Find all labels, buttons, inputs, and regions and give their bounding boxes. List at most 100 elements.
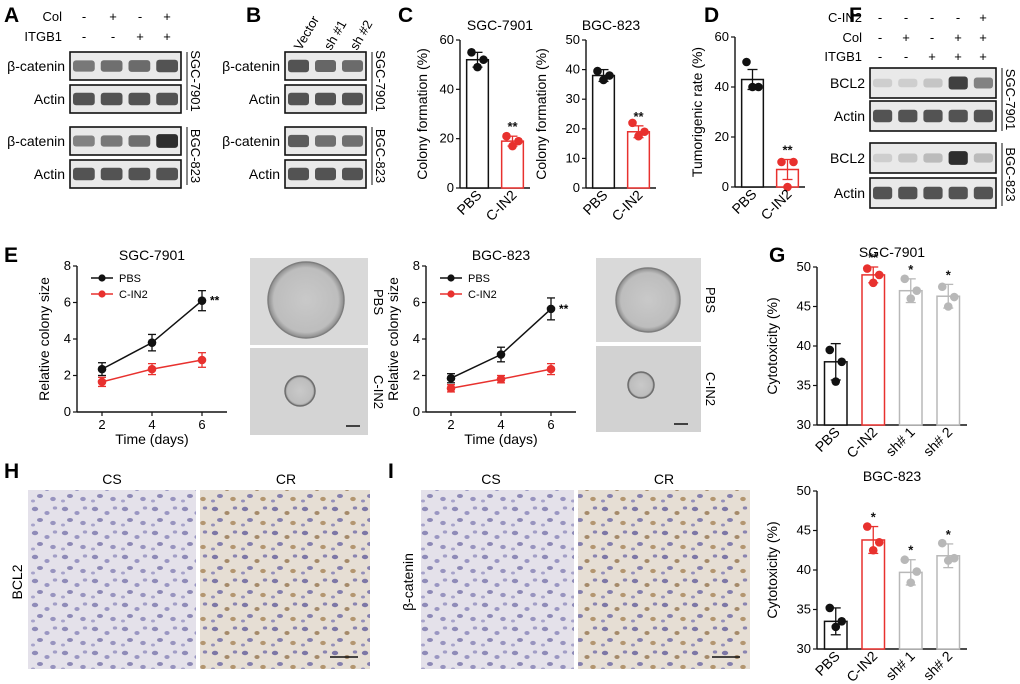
cell-line-label: BGC-823	[373, 129, 388, 183]
blot-band	[923, 78, 943, 88]
blot-band	[873, 186, 893, 200]
y-tick-label: 10	[566, 150, 580, 165]
y-axis-label: Tumorigenic rate (%)	[689, 47, 705, 177]
significance-mark: **	[868, 250, 879, 265]
cell-line-label: BGC-823	[1003, 147, 1018, 201]
y-tick-label: 2	[64, 368, 71, 383]
treatment-mark: +	[979, 30, 987, 45]
treatment-mark: +	[163, 9, 171, 24]
treatment-mark: -	[82, 9, 86, 24]
ihc-column-label: CS	[102, 471, 121, 487]
data-point	[473, 62, 482, 72]
y-tick-label: 60	[440, 32, 454, 47]
significance-mark: *	[871, 510, 877, 525]
blot-band	[156, 167, 178, 181]
data-point	[496, 374, 506, 384]
blot-band	[342, 92, 363, 106]
blot-band	[73, 135, 95, 147]
ihc-row-label: BCL2	[9, 564, 25, 599]
blot-band	[923, 186, 943, 200]
treatment-mark: -	[111, 29, 115, 44]
panel-b-lane-label: sh #1	[321, 17, 350, 52]
y-axis-label: Cytotoxicity (%)	[764, 521, 780, 618]
x-tick-label: C-IN2	[843, 648, 880, 684]
cell-line-label: SGC-7901	[1003, 69, 1018, 130]
x-tick-label: C-IN2	[843, 424, 880, 461]
chart-g-bgc823: 30 35 40 45 50 Cytotoxicity (%) BGC-823 PBS * C-I…	[764, 468, 967, 684]
blot-band	[100, 135, 123, 147]
data-point	[789, 157, 798, 167]
ihc-image-cr	[578, 490, 750, 669]
blot-band	[73, 92, 95, 106]
data-point	[599, 75, 608, 85]
blot-band	[898, 186, 918, 200]
bar	[591, 74, 616, 189]
treatment-mark: -	[878, 49, 882, 64]
panel-i-ihc: CS CR β-catenin	[400, 471, 750, 669]
data-point	[868, 545, 878, 555]
y-tick-label: 0	[64, 404, 71, 419]
micrograph-label: PBS	[703, 287, 718, 313]
treatment-mark: +	[136, 29, 144, 44]
significance-mark: *	[908, 262, 914, 277]
y-tick-label: 40	[715, 79, 729, 94]
cell-line-label: BGC-823	[188, 129, 203, 183]
data-point	[748, 82, 757, 92]
ihc-column-label: CR	[654, 471, 674, 487]
significance-mark: **	[507, 119, 518, 134]
y-tick-label: 35	[797, 602, 811, 617]
data-point	[446, 373, 456, 383]
y-axis-label: Cytotoxicity (%)	[764, 297, 780, 394]
blot-protein-label: Actin	[34, 166, 65, 182]
data-point	[593, 66, 602, 76]
chart-c-bgc823: 0 10 20 30 40 50 Colony formation (%) BGC-823 PB…	[533, 17, 656, 224]
treatment-mark: +	[954, 30, 962, 45]
significance-mark: **	[210, 294, 220, 308]
y-tick-label: 20	[566, 121, 580, 136]
blot-protein-label: BCL2	[830, 150, 865, 166]
data-point	[825, 603, 835, 613]
micrograph-label: PBS	[371, 289, 386, 315]
y-tick-label: 0	[573, 180, 580, 195]
y-tick-label: 20	[440, 131, 454, 146]
treatment-mark: +	[163, 29, 171, 44]
y-tick-label: 50	[797, 259, 811, 274]
data-point	[742, 57, 751, 67]
panel-a-row-label: ITGB1	[24, 29, 62, 44]
blot-band	[156, 92, 178, 106]
panel-b-lane-label: Vector	[291, 13, 323, 53]
blot-protein-label: β-catenin	[7, 58, 65, 74]
micrograph-label: C-IN2	[703, 372, 718, 406]
data-point	[837, 357, 847, 367]
blot-band	[288, 134, 309, 148]
data-point	[862, 264, 872, 273]
panel-letter-g: G	[769, 244, 785, 267]
data-point	[825, 345, 835, 355]
x-tick-label: PBS	[453, 187, 484, 218]
treatment-mark: -	[82, 29, 86, 44]
data-point	[197, 355, 207, 365]
blot-band	[342, 135, 363, 147]
blot-band	[873, 153, 893, 163]
data-point	[514, 136, 523, 146]
x-tick-label: sh# 1	[882, 648, 918, 684]
data-point	[97, 364, 107, 374]
blot-band	[128, 167, 151, 181]
data-point	[628, 118, 637, 128]
legend-marker	[447, 274, 455, 282]
panel-a-western-blot: Col ITGB1 - + - + - - + + β-catenin SGC-7901 Acti…	[7, 9, 203, 189]
data-point	[446, 383, 456, 393]
data-point	[754, 82, 763, 92]
bar	[740, 78, 765, 188]
legend-marker	[98, 274, 106, 282]
blot-band	[156, 59, 178, 73]
y-tick-label: 40	[440, 81, 454, 96]
y-axis-label: Relative colony size	[385, 277, 401, 401]
x-tick-label: PBS	[812, 424, 843, 455]
y-tick-label: 8	[413, 258, 420, 273]
blot-band	[342, 60, 363, 72]
data-point	[831, 622, 841, 632]
chart-e-bgc823: 0 2 4 6 8 2 4 6 Time (days) Relative colony size B…	[385, 247, 576, 447]
chart-title: SGC-7901	[467, 17, 533, 33]
